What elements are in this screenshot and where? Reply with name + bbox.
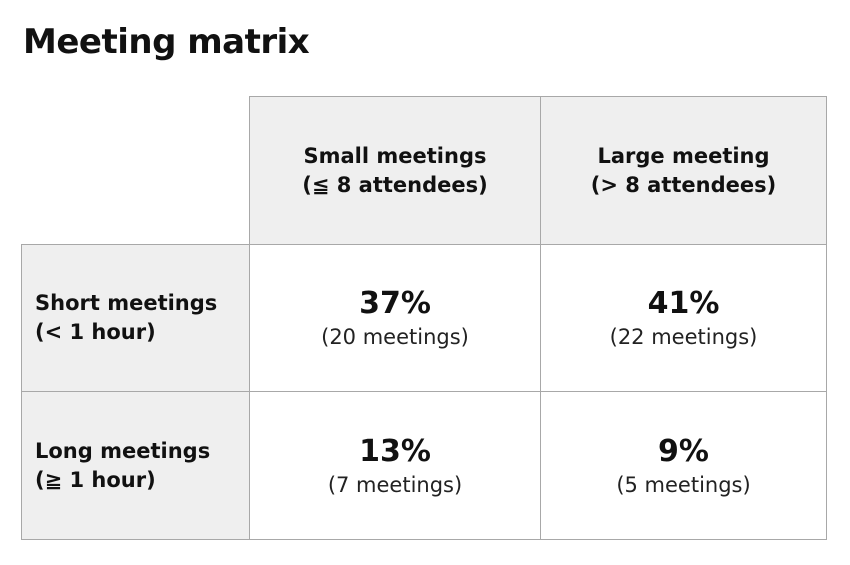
cell-long-small: 13% (7 meetings) <box>249 391 541 540</box>
cell-meeting-count: (20 meetings) <box>321 325 469 349</box>
cell-meeting-count: (5 meetings) <box>616 472 751 497</box>
cell-short-large: 41% (22 meetings) <box>540 244 827 392</box>
column-header-label: Large meeting <box>597 143 770 168</box>
column-header-sublabel: (≦ 8 attendees) <box>302 172 488 197</box>
page-title: Meeting matrix <box>23 22 310 62</box>
row-header-sublabel: (< 1 hour) <box>35 320 156 344</box>
cell-meeting-count: (22 meetings) <box>609 325 758 349</box>
column-header-label: Small meetings <box>303 143 487 168</box>
cell-percent: 13% <box>359 433 431 469</box>
row-header-label: Short meetings <box>35 291 218 315</box>
row-header-short-meetings: Short meetings (< 1 hour) <box>21 244 250 392</box>
cell-percent: 37% <box>359 286 431 321</box>
cell-percent: 9% <box>658 433 709 469</box>
cell-short-small: 37% (20 meetings) <box>249 244 541 392</box>
cell-percent: 41% <box>647 286 720 321</box>
row-header-label: Long meetings <box>35 438 211 463</box>
column-header-large-meeting: Large meeting (> 8 attendees) <box>540 96 827 245</box>
row-header-long-meetings: Long meetings (≧ 1 hour) <box>21 391 250 540</box>
cell-meeting-count: (7 meetings) <box>327 472 463 497</box>
column-header-sublabel: (> 8 attendees) <box>590 172 777 197</box>
cell-long-large: 9% (5 meetings) <box>540 391 827 540</box>
column-header-small-meetings: Small meetings (≦ 8 attendees) <box>249 96 541 245</box>
row-header-sublabel: (≧ 1 hour) <box>35 467 156 492</box>
